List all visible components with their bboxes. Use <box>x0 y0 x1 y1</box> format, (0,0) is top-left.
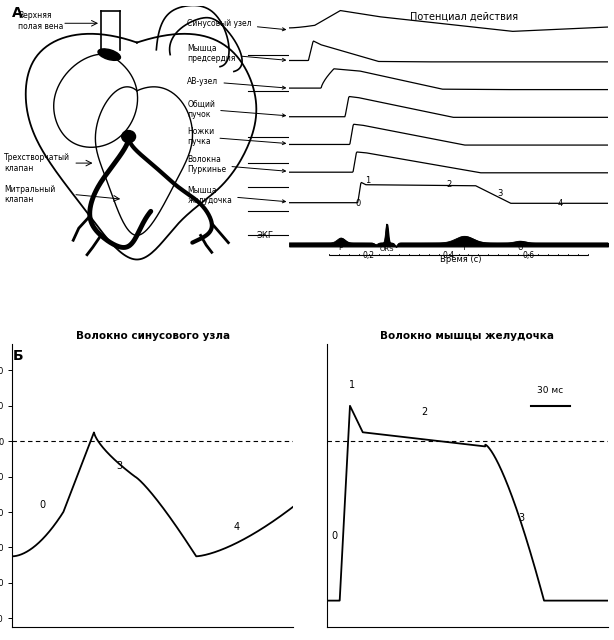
Text: ОRS: ОRS <box>379 246 394 252</box>
Text: Трехстворчатый
клапан: Трехстворчатый клапан <box>4 154 70 173</box>
Text: Общий
пучок: Общий пучок <box>187 99 286 118</box>
Text: 0: 0 <box>355 198 360 207</box>
Text: 30 мс: 30 мс <box>537 386 564 395</box>
Text: P: P <box>339 243 343 252</box>
Ellipse shape <box>122 131 136 143</box>
Text: Митральный
клапан: Митральный клапан <box>4 185 55 204</box>
Text: 3: 3 <box>518 513 524 523</box>
Text: Мышца
предсердия: Мышца предсердия <box>187 44 286 63</box>
Text: 1: 1 <box>349 380 356 390</box>
Text: U: U <box>518 243 523 252</box>
Text: Мышца
желудочка: Мышца желудочка <box>187 186 286 205</box>
Text: ЭКГ: ЭКГ <box>257 230 273 240</box>
Text: 3: 3 <box>497 189 502 198</box>
Text: 2: 2 <box>446 180 451 189</box>
Text: 3: 3 <box>117 461 123 472</box>
Title: Волокно мышцы желудочка: Волокно мышцы желудочка <box>381 332 554 342</box>
Text: 4: 4 <box>234 522 240 532</box>
Text: АВ-узел: АВ-узел <box>187 77 286 89</box>
Text: 4: 4 <box>558 198 562 207</box>
Text: Б: Б <box>12 349 23 363</box>
Text: А: А <box>12 6 23 20</box>
Text: Волокна
Пуркинье: Волокна Пуркинье <box>187 155 286 174</box>
Text: T: T <box>462 243 467 252</box>
Text: Время (с): Время (с) <box>440 255 481 264</box>
Text: 0,2: 0,2 <box>363 251 375 260</box>
Text: 0: 0 <box>40 500 46 511</box>
Text: Синусовый узел: Синусовый узел <box>187 19 286 31</box>
Text: 2: 2 <box>421 406 427 417</box>
Title: Волокно синусового узла: Волокно синусового узла <box>76 332 230 342</box>
Text: 0,4: 0,4 <box>443 251 454 260</box>
Ellipse shape <box>98 49 120 60</box>
Text: Верхняя
полая вена: Верхняя полая вена <box>18 11 63 31</box>
Text: Ножки
пучка: Ножки пучка <box>187 127 286 147</box>
Text: 0,6: 0,6 <box>522 251 534 260</box>
Text: Потенциал действия: Потенциал действия <box>410 12 519 22</box>
Text: 0: 0 <box>332 531 338 541</box>
Text: 1: 1 <box>365 176 370 185</box>
